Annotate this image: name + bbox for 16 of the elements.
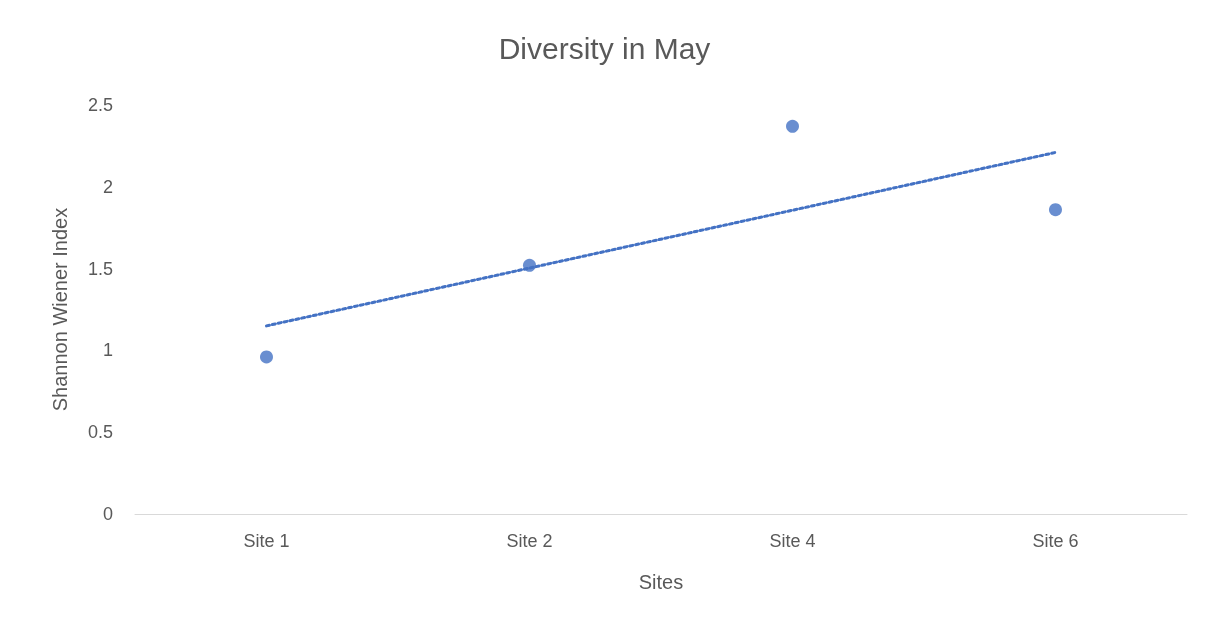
y-tick-label: 1.5 <box>87 258 113 279</box>
point <box>1049 203 1062 217</box>
y-tick-label: 0.5 <box>87 422 113 443</box>
y-tick-label: 2 <box>102 176 113 197</box>
x-axis-title: Sites <box>638 571 684 593</box>
x-tick-label: Site 1 <box>243 531 290 551</box>
x-tick-label: Site 6 <box>1032 531 1079 551</box>
point <box>260 350 273 364</box>
chart-title: Diversity in May <box>498 31 711 65</box>
y-tick-label: 1 <box>102 340 113 361</box>
y-tick-label: 2.5 <box>87 95 113 115</box>
x-tick-label: Site 2 <box>506 531 553 551</box>
y-tick-label: 0 <box>102 504 113 524</box>
x-tick-label: Site 4 <box>769 531 816 551</box>
point <box>786 119 799 133</box>
y-axis-title: Shannon Wiener Index <box>49 207 71 412</box>
